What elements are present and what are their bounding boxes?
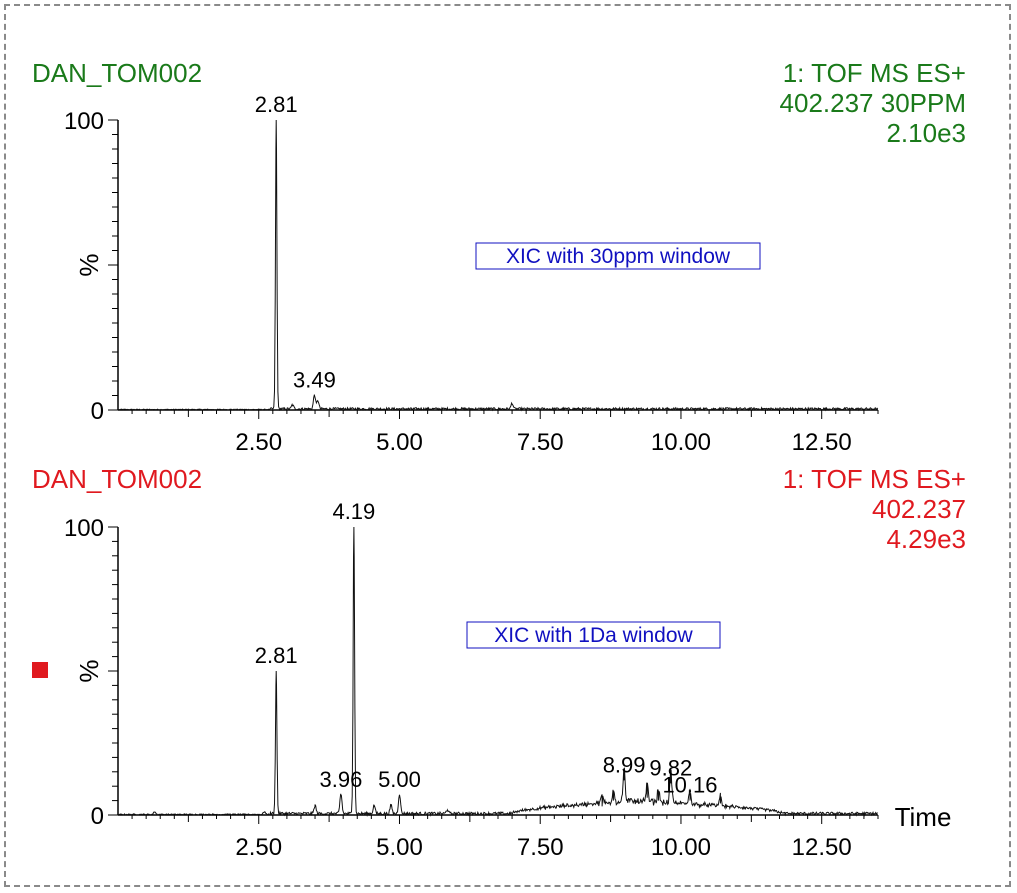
- bottom-y-tick-label: 0: [91, 803, 104, 830]
- top-x-tick-label: 5.00: [376, 429, 423, 456]
- top-sample-name: DAN_TOM002: [32, 58, 202, 88]
- top-peak-label: 3.49: [293, 368, 336, 393]
- chromatogram-frame: [4, 4, 1011, 887]
- bottom-peak-label: 9.82: [649, 755, 692, 780]
- bottom-header-line: 4.29e3: [886, 524, 966, 554]
- bottom-trace-line: [118, 526, 878, 817]
- top-header-line: 402.237 30PPM: [780, 88, 966, 118]
- top-annotation-box: [475, 242, 761, 270]
- bottom-x-tick-label: 7.50: [517, 834, 564, 861]
- bottom-peak-label: 3.96: [320, 767, 363, 792]
- bottom-y-label: %: [74, 659, 104, 682]
- top-x-tick-label: 2.50: [235, 429, 282, 456]
- bottom-header-line: 402.237: [872, 494, 966, 524]
- bottom-peak-label: 10.16: [662, 773, 717, 798]
- top-header-line: 1: TOF MS ES+: [783, 58, 966, 88]
- top-y-label: %: [74, 253, 104, 276]
- bottom-marker-square: [32, 662, 48, 678]
- bottom-x-tick-label: 2.50: [235, 834, 282, 861]
- bottom-x-tick-label: 12.50: [792, 834, 852, 861]
- top-peak-label: 2.81: [255, 92, 298, 117]
- bottom-header-line: 1: TOF MS ES+: [783, 464, 966, 494]
- top-trace-line: [118, 119, 879, 412]
- bottom-peak-label: 8.99: [603, 752, 646, 777]
- bottom-peak-label: 4.19: [332, 499, 375, 524]
- top-x-tick-label: 12.50: [792, 429, 852, 456]
- bottom-x-tick-label: 10.00: [651, 834, 711, 861]
- bottom-peak-label: 5.00: [378, 767, 421, 792]
- top-y-tick-label: 100: [64, 108, 104, 135]
- top-x-tick-label: 7.50: [517, 429, 564, 456]
- bottom-x-tick-label: 5.00: [376, 834, 423, 861]
- top-y-tick-label: 0: [91, 398, 104, 425]
- top-x-tick-label: 10.00: [651, 429, 711, 456]
- bottom-sample-name: DAN_TOM002: [32, 464, 202, 494]
- bottom-peak-label: 2.81: [255, 643, 298, 668]
- top-annotation: XIC with 30ppm window: [506, 245, 731, 268]
- bottom-annotation-box: [466, 621, 721, 649]
- bottom-x-label: Time: [895, 802, 952, 832]
- bottom-y-tick-label: 100: [64, 515, 104, 542]
- bottom-annotation: XIC with 1Da window: [494, 624, 693, 647]
- top-header-line: 2.10e3: [886, 118, 966, 148]
